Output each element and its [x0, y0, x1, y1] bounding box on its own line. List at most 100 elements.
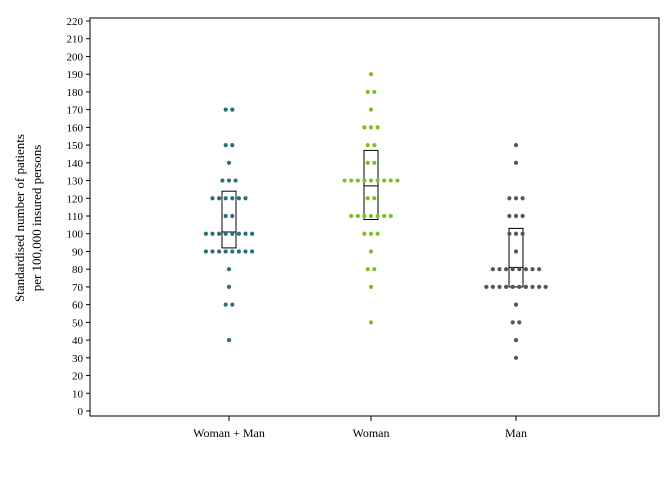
data-point [243, 249, 248, 254]
data-point [530, 267, 535, 272]
y-axis-label-line-2: per 100,000 insured persons [29, 145, 44, 292]
y-tick-label: 220 [67, 16, 84, 28]
data-point [223, 249, 228, 254]
data-point [388, 178, 393, 183]
y-tick-label: 30 [72, 353, 84, 365]
data-point [365, 142, 370, 148]
y-tick-label: 50 [72, 317, 84, 329]
data-point [517, 284, 522, 290]
data-point [523, 284, 529, 290]
x-tick-label: Woman + Man [193, 426, 265, 440]
data-point [217, 231, 222, 236]
data-point [375, 178, 380, 183]
y-tick-label: 150 [67, 140, 84, 152]
y-tick-label: 210 [67, 34, 84, 46]
y-tick-label: 200 [67, 51, 84, 63]
plot-area-frame [89, 17, 660, 417]
data-point [236, 196, 241, 201]
data-point [395, 178, 400, 183]
data-point [368, 178, 374, 183]
y-tick-label: 80 [72, 264, 84, 276]
data-point [510, 320, 515, 325]
data-point [490, 284, 495, 290]
data-point [243, 231, 248, 236]
data-point [365, 267, 370, 272]
data-point [368, 249, 374, 254]
y-tick-label: 170 [67, 105, 84, 117]
data-point [226, 284, 232, 290]
data-point [368, 320, 374, 325]
data-point [513, 302, 519, 307]
data-point [223, 213, 228, 219]
data-point [537, 284, 542, 290]
data-point [226, 160, 232, 165]
data-point [372, 196, 377, 201]
data-point [520, 231, 525, 236]
data-point [382, 213, 387, 219]
y-tick-label: 40 [72, 335, 84, 347]
data-point [210, 231, 215, 236]
y-tick-label: 60 [72, 300, 84, 312]
data-point [382, 178, 387, 183]
series-group [484, 142, 548, 360]
data-point [520, 196, 525, 201]
data-point [223, 142, 228, 148]
data-point [226, 337, 232, 343]
data-point [520, 213, 525, 219]
data-point [203, 231, 208, 236]
y-tick-label: 0 [78, 406, 84, 418]
data-point [513, 337, 519, 343]
data-point [230, 196, 235, 201]
data-point [355, 213, 360, 219]
data-point [375, 213, 380, 219]
data-point [243, 196, 248, 201]
y-tick-label: 190 [67, 69, 84, 81]
series-group [342, 72, 400, 325]
data-point [362, 125, 367, 130]
data-point [513, 213, 519, 219]
data-point [250, 231, 255, 236]
iqr-box [363, 149, 379, 221]
series-group [203, 107, 255, 343]
data-point [513, 355, 519, 360]
data-point [388, 213, 393, 219]
data-point [368, 213, 374, 219]
data-point [497, 284, 502, 290]
data-point [210, 196, 215, 201]
data-point [230, 142, 235, 148]
data-point [223, 302, 228, 307]
y-tick-label: 70 [72, 282, 84, 294]
data-point [362, 213, 367, 219]
data-point [349, 213, 354, 219]
data-point [372, 142, 377, 148]
data-point [223, 196, 228, 201]
data-point [355, 178, 360, 183]
data-point [217, 196, 222, 201]
y-tick-label: 20 [72, 371, 84, 383]
data-point [365, 89, 370, 95]
data-point [372, 89, 377, 95]
data-point [507, 196, 512, 201]
data-point [362, 178, 367, 183]
data-point [220, 178, 225, 183]
data-point [375, 125, 380, 130]
data-point [507, 213, 512, 219]
data-point [523, 267, 529, 272]
data-point [230, 249, 235, 254]
y-tick-label: 100 [67, 229, 84, 241]
data-point [507, 231, 512, 236]
data-point [236, 231, 241, 236]
data-point [504, 284, 509, 290]
iqr-box [221, 190, 237, 249]
y-tick-label: 130 [67, 176, 84, 188]
data-point [368, 231, 374, 236]
y-tick-label: 120 [67, 193, 84, 205]
y-tick-label: 140 [67, 158, 84, 170]
data-point [365, 160, 370, 165]
x-tick-label: Man [505, 426, 527, 440]
data-point [510, 267, 515, 272]
data-point [230, 302, 235, 307]
y-axis-label-line-1: Standardised number of patients [12, 134, 27, 302]
y-tick-label: 110 [67, 211, 84, 223]
